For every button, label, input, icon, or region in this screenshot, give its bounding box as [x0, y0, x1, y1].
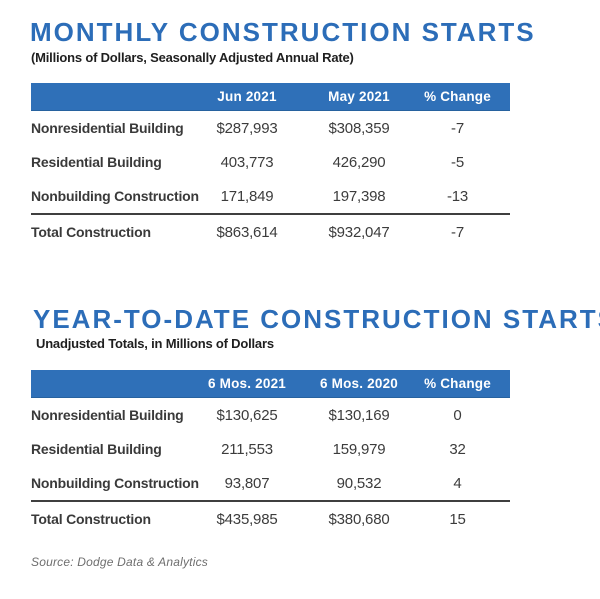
row-value-col2: $130,169: [328, 406, 390, 424]
row-value-change: 0: [453, 406, 462, 424]
ytd-header-col2: 6 Mos. 2020: [313, 370, 405, 398]
row-value-col2: 90,532: [336, 474, 382, 492]
row-value-col1: 211,553: [221, 440, 273, 458]
row-label: Nonresidential Building: [31, 120, 184, 136]
row-value-col1: 171,849: [220, 187, 274, 205]
ytd-header-change: % Change: [405, 370, 510, 398]
ytd-header-col1: 6 Mos. 2021: [181, 370, 313, 398]
row-value-change: -5: [451, 153, 464, 171]
table-row: Nonresidential Building $287,993 $308,35…: [31, 111, 510, 146]
ytd-title: YEAR-TO-DATE CONSTRUCTION STARTS: [33, 304, 600, 334]
table-total-row: Total Construction $435,985 $380,680 15: [31, 500, 510, 536]
row-label: Nonbuilding Construction: [31, 188, 199, 204]
table-row: Residential Building 403,773 426,290 -5: [31, 145, 510, 179]
row-label: Residential Building: [31, 154, 162, 170]
ytd-table-header-row: 6 Mos. 2021 6 Mos. 2020 % Change: [31, 370, 510, 398]
table-row: Nonresidential Building $130,625 $130,16…: [31, 398, 510, 433]
row-value-col2: 159,979: [332, 440, 386, 458]
monthly-title: MONTHLY CONSTRUCTION STARTS: [30, 17, 536, 47]
monthly-table-header-row: Jun 2021 May 2021 % Change: [31, 83, 510, 111]
source-note: Source: Dodge Data & Analytics: [31, 555, 208, 569]
total-value-col2: $380,680: [313, 500, 405, 536]
row-value-col2: 426,290: [332, 153, 386, 171]
total-value-change: -7: [405, 213, 510, 249]
total-label: Total Construction: [31, 500, 181, 536]
monthly-header-col2: May 2021: [313, 83, 405, 111]
row-value-col2: $308,359: [328, 119, 390, 137]
row-label: Residential Building: [31, 441, 162, 457]
total-label: Total Construction: [31, 213, 181, 249]
table-row: Nonbuilding Construction 93,807 90,532 4: [31, 466, 510, 501]
total-value-change: 15: [405, 500, 510, 536]
monthly-header-spacer: [31, 83, 181, 111]
ytd-subtitle: Unadjusted Totals, in Millions of Dollar…: [36, 336, 274, 351]
table-row: Nonbuilding Construction 171,849 197,398…: [31, 179, 510, 214]
row-label: Nonbuilding Construction: [31, 475, 199, 491]
row-value-col1: 93,807: [224, 474, 270, 492]
row-value-col1: 403,773: [220, 153, 274, 171]
ytd-header-spacer: [31, 370, 181, 398]
row-label: Nonresidential Building: [31, 407, 184, 423]
row-value-col2: 197,398: [332, 187, 386, 205]
total-value-col1: $435,985: [181, 500, 313, 536]
ytd-table: 6 Mos. 2021 6 Mos. 2020 % Change Nonresi…: [31, 370, 510, 536]
total-value-col2: $932,047: [313, 213, 405, 249]
row-value-change: -7: [451, 119, 464, 137]
table-row: Residential Building 211,553 159,979 32: [31, 432, 510, 466]
row-value-col1: $287,993: [216, 119, 278, 137]
monthly-table: Jun 2021 May 2021 % Change Nonresidentia…: [31, 83, 510, 249]
monthly-subtitle: (Millions of Dollars, Seasonally Adjuste…: [31, 50, 354, 65]
table-total-row: Total Construction $863,614 $932,047 -7: [31, 213, 510, 249]
monthly-header-change: % Change: [405, 83, 510, 111]
total-value-col1: $863,614: [181, 213, 313, 249]
row-value-change: -13: [446, 187, 469, 205]
row-value-col1: $130,625: [216, 406, 278, 424]
row-value-change: 32: [449, 440, 466, 458]
row-value-change: 4: [453, 474, 462, 492]
monthly-header-col1: Jun 2021: [181, 83, 313, 111]
